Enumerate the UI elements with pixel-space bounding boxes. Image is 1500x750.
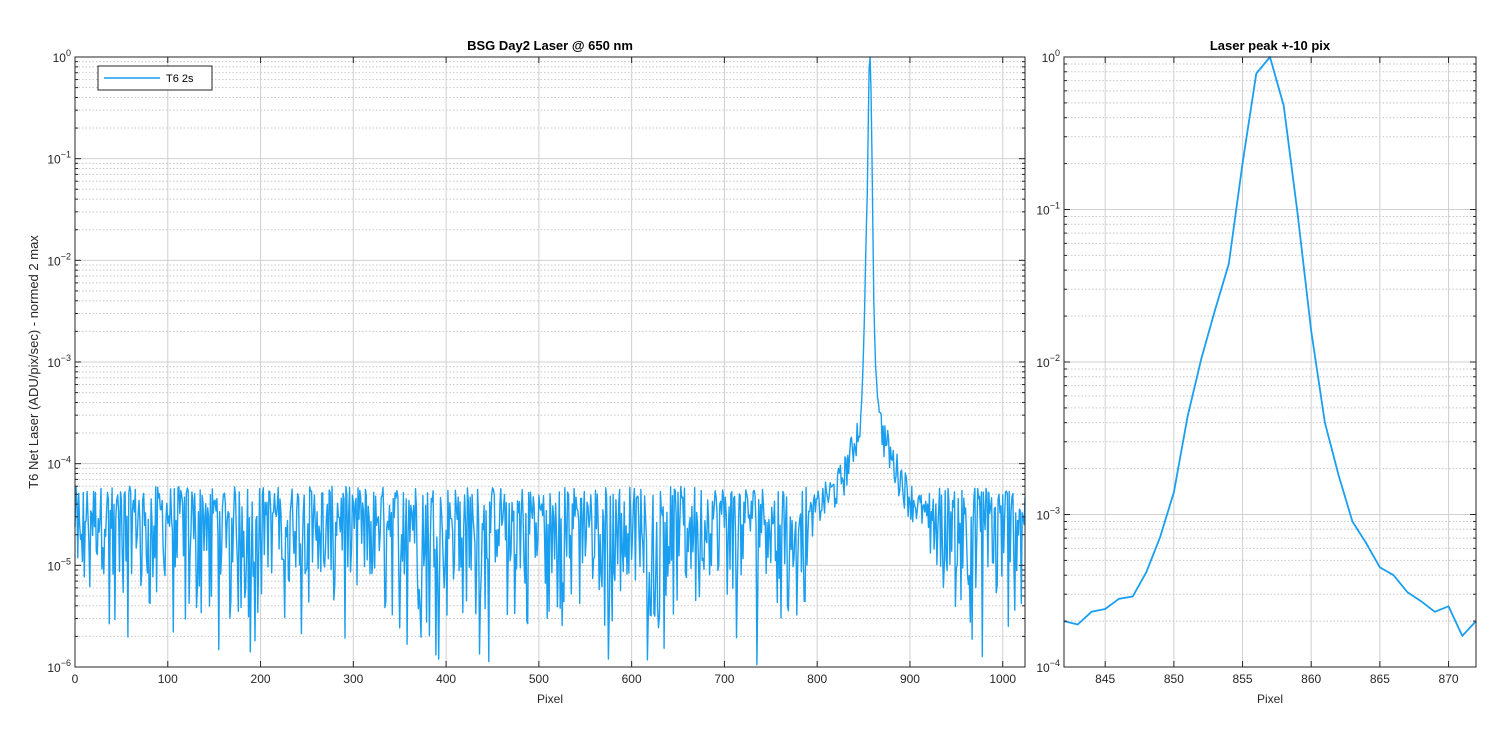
left-x-ticks: 0 100 200 300 400 500 600 700 800 900 1000 (72, 57, 1016, 686)
x-tick-label: 860 (1301, 672, 1321, 686)
x-tick-label: 600 (622, 672, 642, 686)
series-line-peak (1063, 56, 1477, 637)
x-tick-label: 400 (436, 672, 456, 686)
x-tick-label: 855 (1233, 672, 1253, 686)
y-tick-label: 10−3 (1036, 506, 1060, 523)
left-chart-title: BSG Day2 Laser @ 650 nm (467, 38, 633, 53)
y-tick-label: 100 (53, 48, 71, 65)
legend-entry-label: T6 2s (166, 73, 194, 85)
x-tick-label: 900 (900, 672, 920, 686)
y-tick-label: 10−3 (47, 353, 71, 370)
left-x-axis-label: Pixel (537, 692, 563, 706)
x-tick-label: 870 (1439, 672, 1459, 686)
y-tick-label: 10−5 (47, 556, 71, 573)
y-tick-label: 10−6 (47, 658, 71, 675)
series-line-t6-2s (74, 56, 1026, 666)
x-tick-label: 865 (1370, 672, 1390, 686)
x-tick-label: 300 (343, 672, 363, 686)
right-x-ticks: 845 850 855 860 865 870 (1095, 57, 1459, 686)
right-chart: 845 850 855 860 865 870 10−4 10−3 10−2 10−1 100 L… (1036, 38, 1477, 706)
x-tick-label: 845 (1095, 672, 1115, 686)
x-tick-label: 500 (529, 672, 549, 686)
x-tick-label: 0 (72, 672, 79, 686)
left-y-ticks: 10−6 10−5 10−4 10−3 10−2 10−1 100 (47, 48, 1025, 675)
left-chart: 0 100 200 300 400 500 600 700 800 900 1000 10−610−… (26, 38, 1026, 706)
y-tick-label: 100 (1042, 48, 1060, 65)
x-tick-label: 700 (714, 672, 734, 686)
y-tick-label: 10−4 (47, 455, 71, 472)
right-chart-title: Laser peak +-10 pix (1210, 38, 1331, 53)
legend[interactable]: T6 2s (97, 65, 213, 91)
y-tick-label: 10−4 (1036, 658, 1060, 675)
x-tick-label: 800 (807, 672, 827, 686)
right-grid (1064, 56, 1476, 668)
x-tick-label: 1000 (989, 672, 1016, 686)
right-y-ticks: 10−4 10−3 10−2 10−1 100 (1036, 48, 1476, 675)
right-series-line (1063, 56, 1477, 637)
y-tick-label: 10−2 (47, 251, 71, 268)
left-series-line (74, 56, 1026, 666)
left-y-axis-label: T6 Net Laser (ADU/pix/sec) - normed 2 ma… (26, 235, 41, 489)
right-x-axis-label: Pixel (1257, 692, 1283, 706)
y-tick-label: 10−2 (1036, 353, 1060, 370)
x-tick-label: 200 (251, 672, 271, 686)
y-tick-label: 10−1 (1036, 201, 1060, 218)
x-tick-label: 100 (158, 672, 178, 686)
y-tick-label: 10−1 (47, 150, 71, 167)
x-tick-label: 850 (1164, 672, 1184, 686)
